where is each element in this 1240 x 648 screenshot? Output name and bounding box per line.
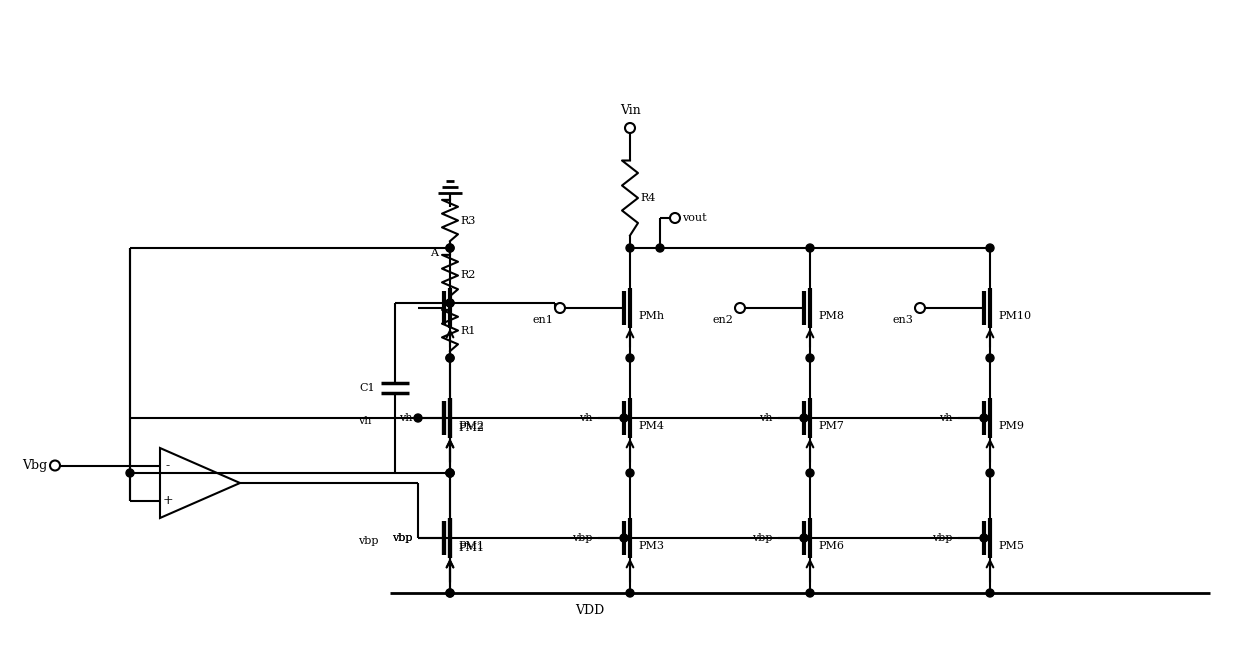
Text: Vin: Vin bbox=[620, 104, 640, 117]
Circle shape bbox=[656, 244, 663, 252]
Text: vh: vh bbox=[579, 413, 593, 423]
Circle shape bbox=[414, 414, 422, 422]
Text: vh: vh bbox=[940, 413, 954, 423]
Circle shape bbox=[626, 244, 634, 252]
Text: PM10: PM10 bbox=[998, 311, 1032, 321]
Text: VDD: VDD bbox=[575, 605, 605, 618]
Text: vbp: vbp bbox=[932, 533, 954, 543]
Circle shape bbox=[446, 589, 454, 597]
Text: PM6: PM6 bbox=[818, 541, 844, 551]
Circle shape bbox=[446, 469, 454, 477]
Text: Vbg: Vbg bbox=[22, 459, 47, 472]
Circle shape bbox=[446, 244, 454, 252]
Text: PM2: PM2 bbox=[458, 423, 484, 433]
Circle shape bbox=[986, 469, 994, 477]
Text: +: + bbox=[162, 494, 174, 507]
Text: en3: en3 bbox=[892, 315, 913, 325]
Circle shape bbox=[806, 589, 813, 597]
Text: PM1: PM1 bbox=[458, 543, 484, 553]
Text: en1: en1 bbox=[532, 315, 553, 325]
Circle shape bbox=[446, 299, 454, 307]
Circle shape bbox=[800, 534, 808, 542]
Text: PM7: PM7 bbox=[818, 421, 844, 431]
Text: vh: vh bbox=[358, 416, 372, 426]
Text: R1: R1 bbox=[460, 325, 475, 336]
Circle shape bbox=[806, 244, 813, 252]
Circle shape bbox=[446, 469, 454, 477]
Circle shape bbox=[446, 469, 454, 477]
Circle shape bbox=[126, 469, 134, 477]
Text: R4: R4 bbox=[640, 193, 656, 203]
Text: vbp: vbp bbox=[573, 533, 593, 543]
Text: vout: vout bbox=[682, 213, 707, 223]
Text: R2: R2 bbox=[460, 270, 475, 281]
Circle shape bbox=[800, 414, 808, 422]
Text: PMh: PMh bbox=[639, 311, 665, 321]
Text: vbp: vbp bbox=[393, 533, 413, 543]
Circle shape bbox=[986, 244, 994, 252]
Text: A: A bbox=[430, 248, 438, 258]
Text: vbp: vbp bbox=[393, 533, 413, 543]
Text: -: - bbox=[166, 459, 170, 472]
Text: vh: vh bbox=[759, 413, 773, 423]
Text: C1: C1 bbox=[360, 383, 374, 393]
Circle shape bbox=[986, 589, 994, 597]
Circle shape bbox=[446, 244, 454, 252]
Circle shape bbox=[626, 469, 634, 477]
Circle shape bbox=[446, 354, 454, 362]
Text: vh: vh bbox=[399, 413, 413, 423]
Text: PM3: PM3 bbox=[639, 541, 663, 551]
Circle shape bbox=[626, 354, 634, 362]
Circle shape bbox=[986, 354, 994, 362]
Circle shape bbox=[980, 534, 988, 542]
Circle shape bbox=[620, 534, 627, 542]
Text: PM2: PM2 bbox=[458, 421, 484, 431]
Circle shape bbox=[620, 414, 627, 422]
Text: PM1: PM1 bbox=[458, 541, 484, 551]
Text: PM9: PM9 bbox=[998, 421, 1024, 431]
Text: R3: R3 bbox=[460, 216, 475, 226]
Circle shape bbox=[626, 589, 634, 597]
Circle shape bbox=[980, 414, 988, 422]
Circle shape bbox=[806, 469, 813, 477]
Text: en2: en2 bbox=[712, 315, 733, 325]
Circle shape bbox=[446, 299, 454, 307]
Text: PM8: PM8 bbox=[818, 311, 844, 321]
Text: vbp: vbp bbox=[753, 533, 773, 543]
Circle shape bbox=[446, 354, 454, 362]
Text: PM5: PM5 bbox=[998, 541, 1024, 551]
Circle shape bbox=[806, 354, 813, 362]
Circle shape bbox=[446, 589, 454, 597]
Text: vbp: vbp bbox=[358, 536, 378, 546]
Text: PM4: PM4 bbox=[639, 421, 663, 431]
